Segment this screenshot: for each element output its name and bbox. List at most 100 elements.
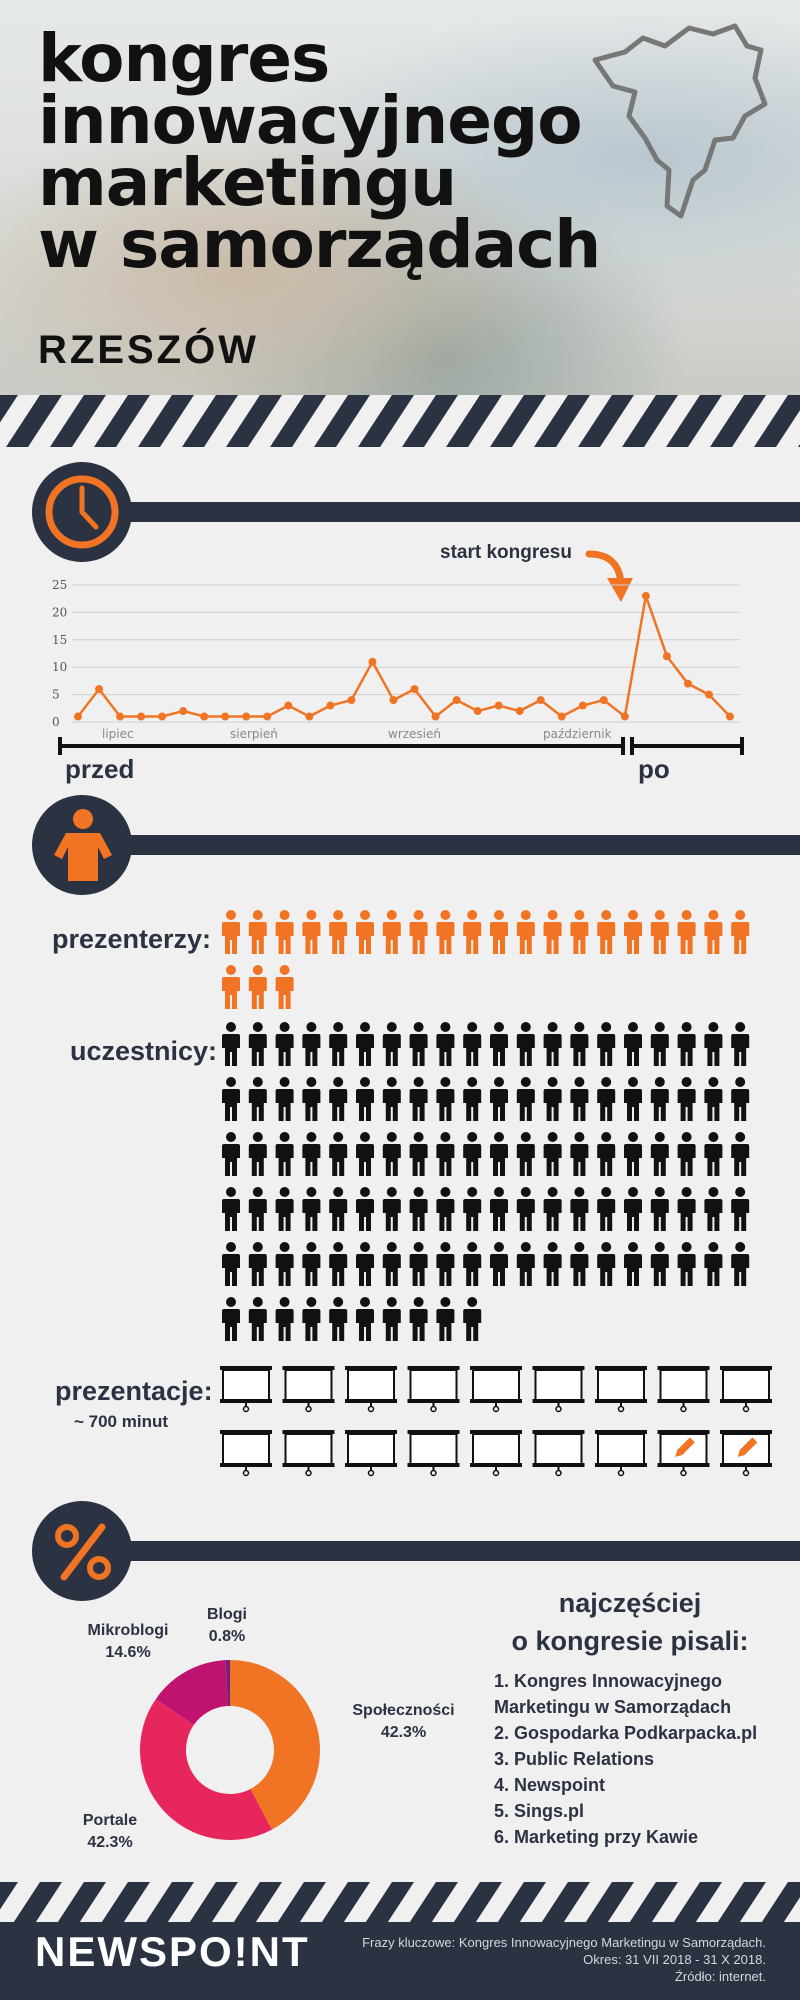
data-point (620, 712, 629, 721)
person-pictogram-icon (275, 1187, 294, 1231)
person-pictogram-icon (275, 1297, 294, 1341)
person-pictogram-icon (409, 1187, 428, 1231)
person-pictogram-icon (516, 1077, 535, 1121)
person-pictogram-icon (409, 910, 428, 954)
person-pictogram-icon (382, 1187, 401, 1231)
annotation-arrow-icon (585, 550, 633, 602)
brand-logo: NEWSPO!NT (35, 1928, 310, 1975)
pie-label-mikroblogi: Mikroblogi 14.6% (78, 1620, 178, 1664)
person-pictogram-icon (275, 910, 294, 954)
chart-annotation: start kongresu (440, 542, 572, 563)
data-point (389, 696, 398, 705)
stripe (468, 1882, 524, 1934)
footer-notes: Frazy kluczowe: Kongres Innowacyjnego Ma… (306, 1934, 766, 1985)
person-pictogram-icon (731, 1022, 750, 1066)
person-pictogram-icon (516, 1132, 535, 1176)
person-pictogram-icon (490, 910, 508, 954)
person-pictogram-icon (570, 1022, 589, 1066)
person-pictogram-icon (704, 1022, 723, 1066)
person-pictogram-icon (463, 1077, 482, 1121)
footer-source: Źródło: internet. (674, 1969, 766, 1984)
data-point (74, 712, 82, 721)
person-pictogram-icon (677, 1187, 696, 1231)
sources-list: 1. Kongres Innowacyjnego Marketingu w Sa… (494, 1668, 794, 1850)
person-pictogram-icon (436, 910, 455, 954)
stripe (380, 1882, 436, 1934)
stripe (732, 1882, 788, 1934)
person-pictogram-icon (650, 1132, 669, 1176)
person-pictogram-icon (463, 1022, 482, 1066)
data-point (410, 685, 419, 694)
person-pictogram-icon (409, 1022, 428, 1066)
person-pictogram-icon (704, 1132, 723, 1176)
stripe (292, 1882, 348, 1934)
city-name: RZESZÓW (38, 328, 259, 372)
person-pictogram-icon (490, 1187, 508, 1231)
page-title: kongres innowacyjnego marketingu w samor… (38, 26, 601, 278)
stripe (160, 395, 216, 447)
person-pictogram-icon (329, 1022, 348, 1066)
sources-heading-line: najczęściej (558, 1588, 702, 1618)
data-point (137, 712, 146, 721)
data-point (452, 696, 461, 705)
person-pictogram-icon (222, 1242, 240, 1286)
person-pictogram-icon (275, 965, 294, 1009)
stripe (204, 1882, 260, 1934)
presentation-board-icon (657, 1430, 710, 1477)
clock-icon (45, 475, 119, 549)
month-label: październik (543, 727, 612, 741)
person-pictogram-icon (329, 1132, 348, 1176)
person-pictogram-icon (677, 910, 696, 954)
stripe (292, 395, 348, 447)
title-line: kongres (38, 20, 330, 97)
pie-slice-name: Społeczności (352, 1702, 455, 1719)
stripe (468, 395, 524, 447)
person-pictogram-icon (275, 1077, 294, 1121)
stripe (204, 395, 260, 447)
person-pictogram-icon (302, 1132, 321, 1176)
footer-period: Okres: 31 VII 2018 - 31 X 2018. (583, 1952, 766, 1967)
stripe (72, 1882, 128, 1934)
data-point (158, 712, 167, 721)
person-pictogram-icon (463, 1297, 482, 1341)
person-pictogram-icon (329, 1187, 348, 1231)
list-item: 2. Gospodarka Podkarpacka.pl (494, 1723, 758, 1743)
pie-slice-name: Mikroblogi (87, 1622, 169, 1639)
person-pictogram-icon (543, 910, 562, 954)
person-pictogram-icon (624, 1132, 642, 1176)
person-pictogram-icon (356, 1187, 374, 1231)
stripe (336, 1882, 392, 1934)
person-pictogram-icon (704, 1077, 723, 1121)
person-pictogram-icon (436, 1022, 455, 1066)
person-pictogram-icon (597, 1022, 616, 1066)
y-tick-label: 15 (52, 633, 67, 647)
person-pictogram-icon (543, 1187, 562, 1231)
timeline-after-label: po (638, 754, 670, 784)
person-pictogram-icon (222, 1077, 240, 1121)
data-point (347, 696, 356, 705)
stripe (688, 395, 744, 447)
person-pictogram-icon (463, 910, 482, 954)
timeline-before-label: przed (65, 754, 135, 784)
person-pictogram-icon (570, 1242, 589, 1286)
stripe (424, 395, 480, 447)
y-tick-label: 25 (52, 578, 67, 592)
presentation-board-icon (595, 1366, 647, 1413)
pie-slice (225, 1660, 230, 1707)
person-pictogram-icon (463, 1187, 482, 1231)
person-pictogram-icon (356, 1132, 374, 1176)
data-point (662, 652, 671, 661)
list-item: 1. Kongres Innowacyjnego Marketingu w Sa… (494, 1671, 732, 1717)
person-pictogram-icon (248, 1187, 267, 1231)
person-pictogram-icon (570, 1077, 589, 1121)
person-pictogram-icon (275, 1242, 294, 1286)
person-pictogram-icon (624, 1187, 642, 1231)
person-pictogram-icon (516, 910, 535, 954)
section-divider (100, 502, 800, 522)
person-pictogram-icon (704, 910, 723, 954)
data-point (95, 685, 104, 694)
person-pictogram-icon (302, 1297, 321, 1341)
person-pictogram-icon (650, 1022, 669, 1066)
pie-slice-value: 14.6% (105, 1644, 151, 1661)
presentation-board-icon (220, 1366, 272, 1413)
